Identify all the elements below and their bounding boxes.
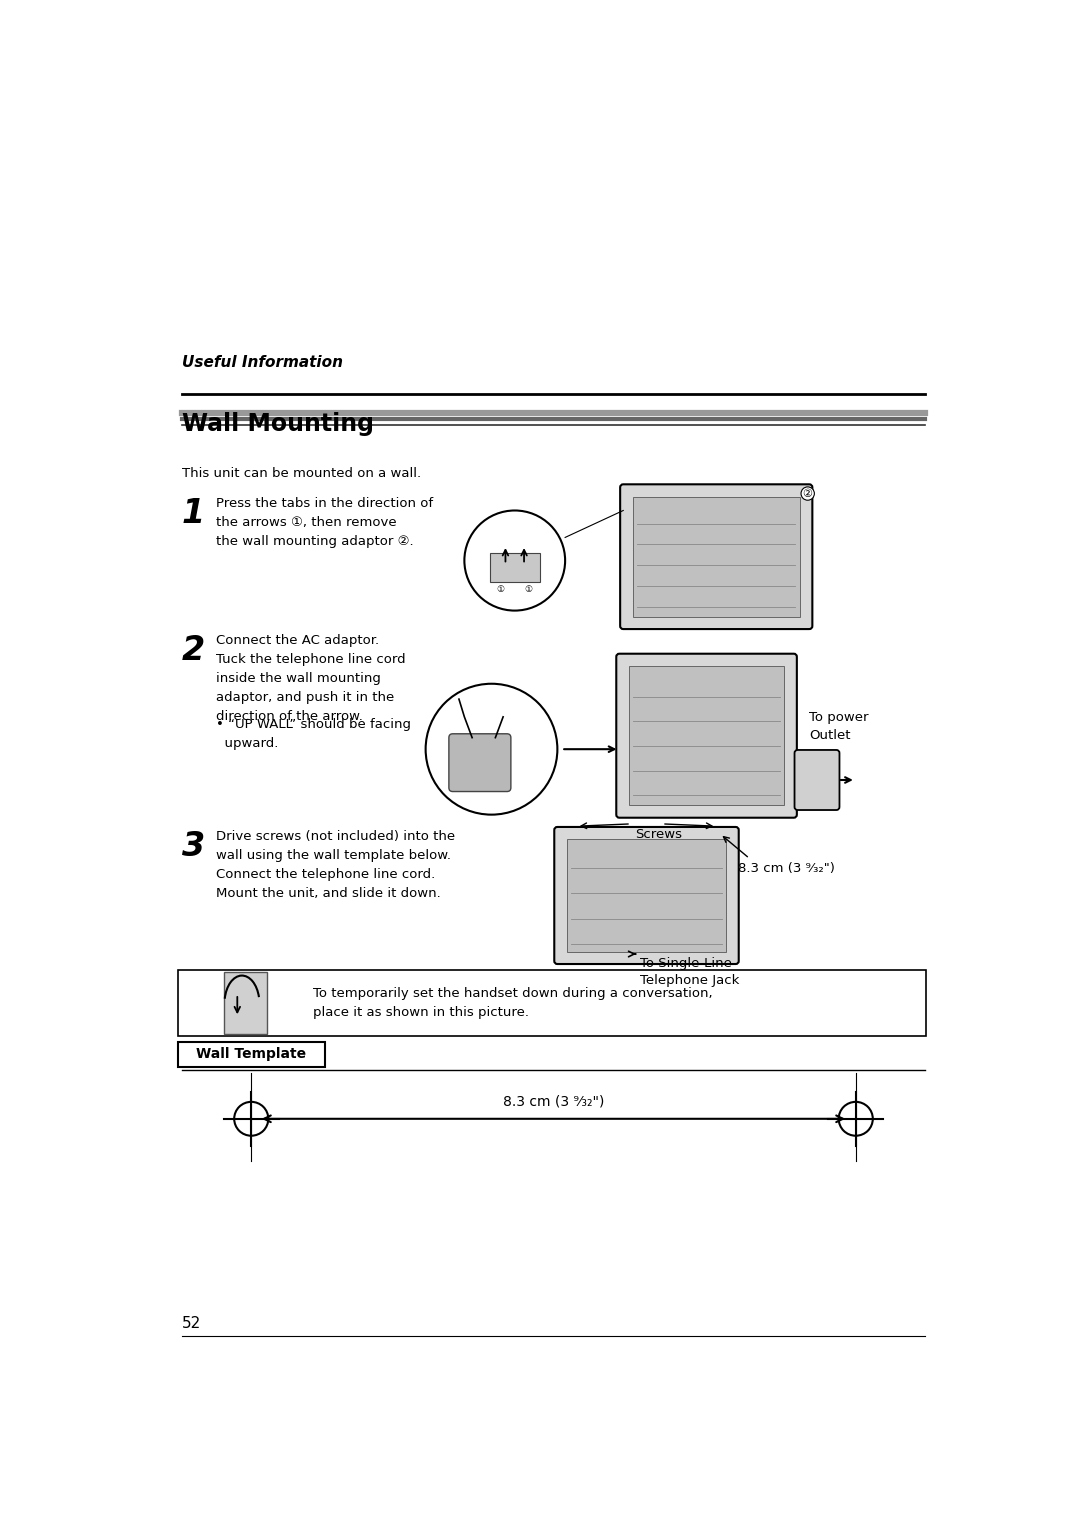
Bar — [490, 553, 540, 582]
Text: Drive screws (not included) into the
wall using the wall template below.
Connect: Drive screws (not included) into the wal… — [216, 831, 456, 899]
Text: Connect the AC adaptor.
Tuck the telephone line cord
inside the wall mounting
ad: Connect the AC adaptor. Tuck the telepho… — [216, 634, 406, 722]
Text: 8.3 cm (3 ⁹⁄₃₂"): 8.3 cm (3 ⁹⁄₃₂") — [738, 863, 835, 875]
FancyBboxPatch shape — [795, 750, 839, 809]
FancyBboxPatch shape — [554, 828, 739, 964]
Text: 3: 3 — [181, 831, 205, 863]
Circle shape — [464, 510, 565, 611]
Bar — [177, 1041, 325, 1067]
Text: To power
Outlet: To power Outlet — [809, 710, 868, 742]
Text: 2: 2 — [181, 634, 205, 667]
Text: • “UP WALL” should be facing
  upward.: • “UP WALL” should be facing upward. — [216, 718, 411, 750]
Text: To Single-Line
Telephone Jack: To Single-Line Telephone Jack — [640, 957, 740, 986]
Circle shape — [426, 684, 557, 814]
Text: ②: ② — [802, 489, 812, 498]
FancyBboxPatch shape — [617, 654, 797, 818]
Text: 52: 52 — [181, 1316, 201, 1330]
Text: ①: ① — [525, 585, 532, 594]
Text: Useful Information: Useful Information — [181, 354, 342, 370]
FancyBboxPatch shape — [620, 484, 812, 629]
Bar — [177, 970, 926, 1037]
Bar — [567, 840, 727, 951]
Text: 1: 1 — [181, 498, 205, 530]
Text: This unit can be mounted on a wall.: This unit can be mounted on a wall. — [181, 467, 420, 479]
Text: Wall Mounting: Wall Mounting — [181, 412, 374, 435]
Text: ①: ① — [497, 585, 504, 594]
Text: Wall Template: Wall Template — [197, 1048, 307, 1061]
Bar — [629, 666, 784, 805]
Text: To temporarily set the handset down during a conversation,
place it as shown in : To temporarily set the handset down duri… — [313, 988, 713, 1020]
Bar — [225, 973, 267, 1034]
FancyBboxPatch shape — [449, 734, 511, 791]
Text: Press the tabs in the direction of
the arrows ①, then remove
the wall mounting a: Press the tabs in the direction of the a… — [216, 498, 433, 548]
Bar — [633, 496, 800, 617]
Text: Screws: Screws — [635, 828, 681, 841]
Text: 8.3 cm (3 ⁹⁄₃₂"): 8.3 cm (3 ⁹⁄₃₂") — [503, 1093, 604, 1109]
